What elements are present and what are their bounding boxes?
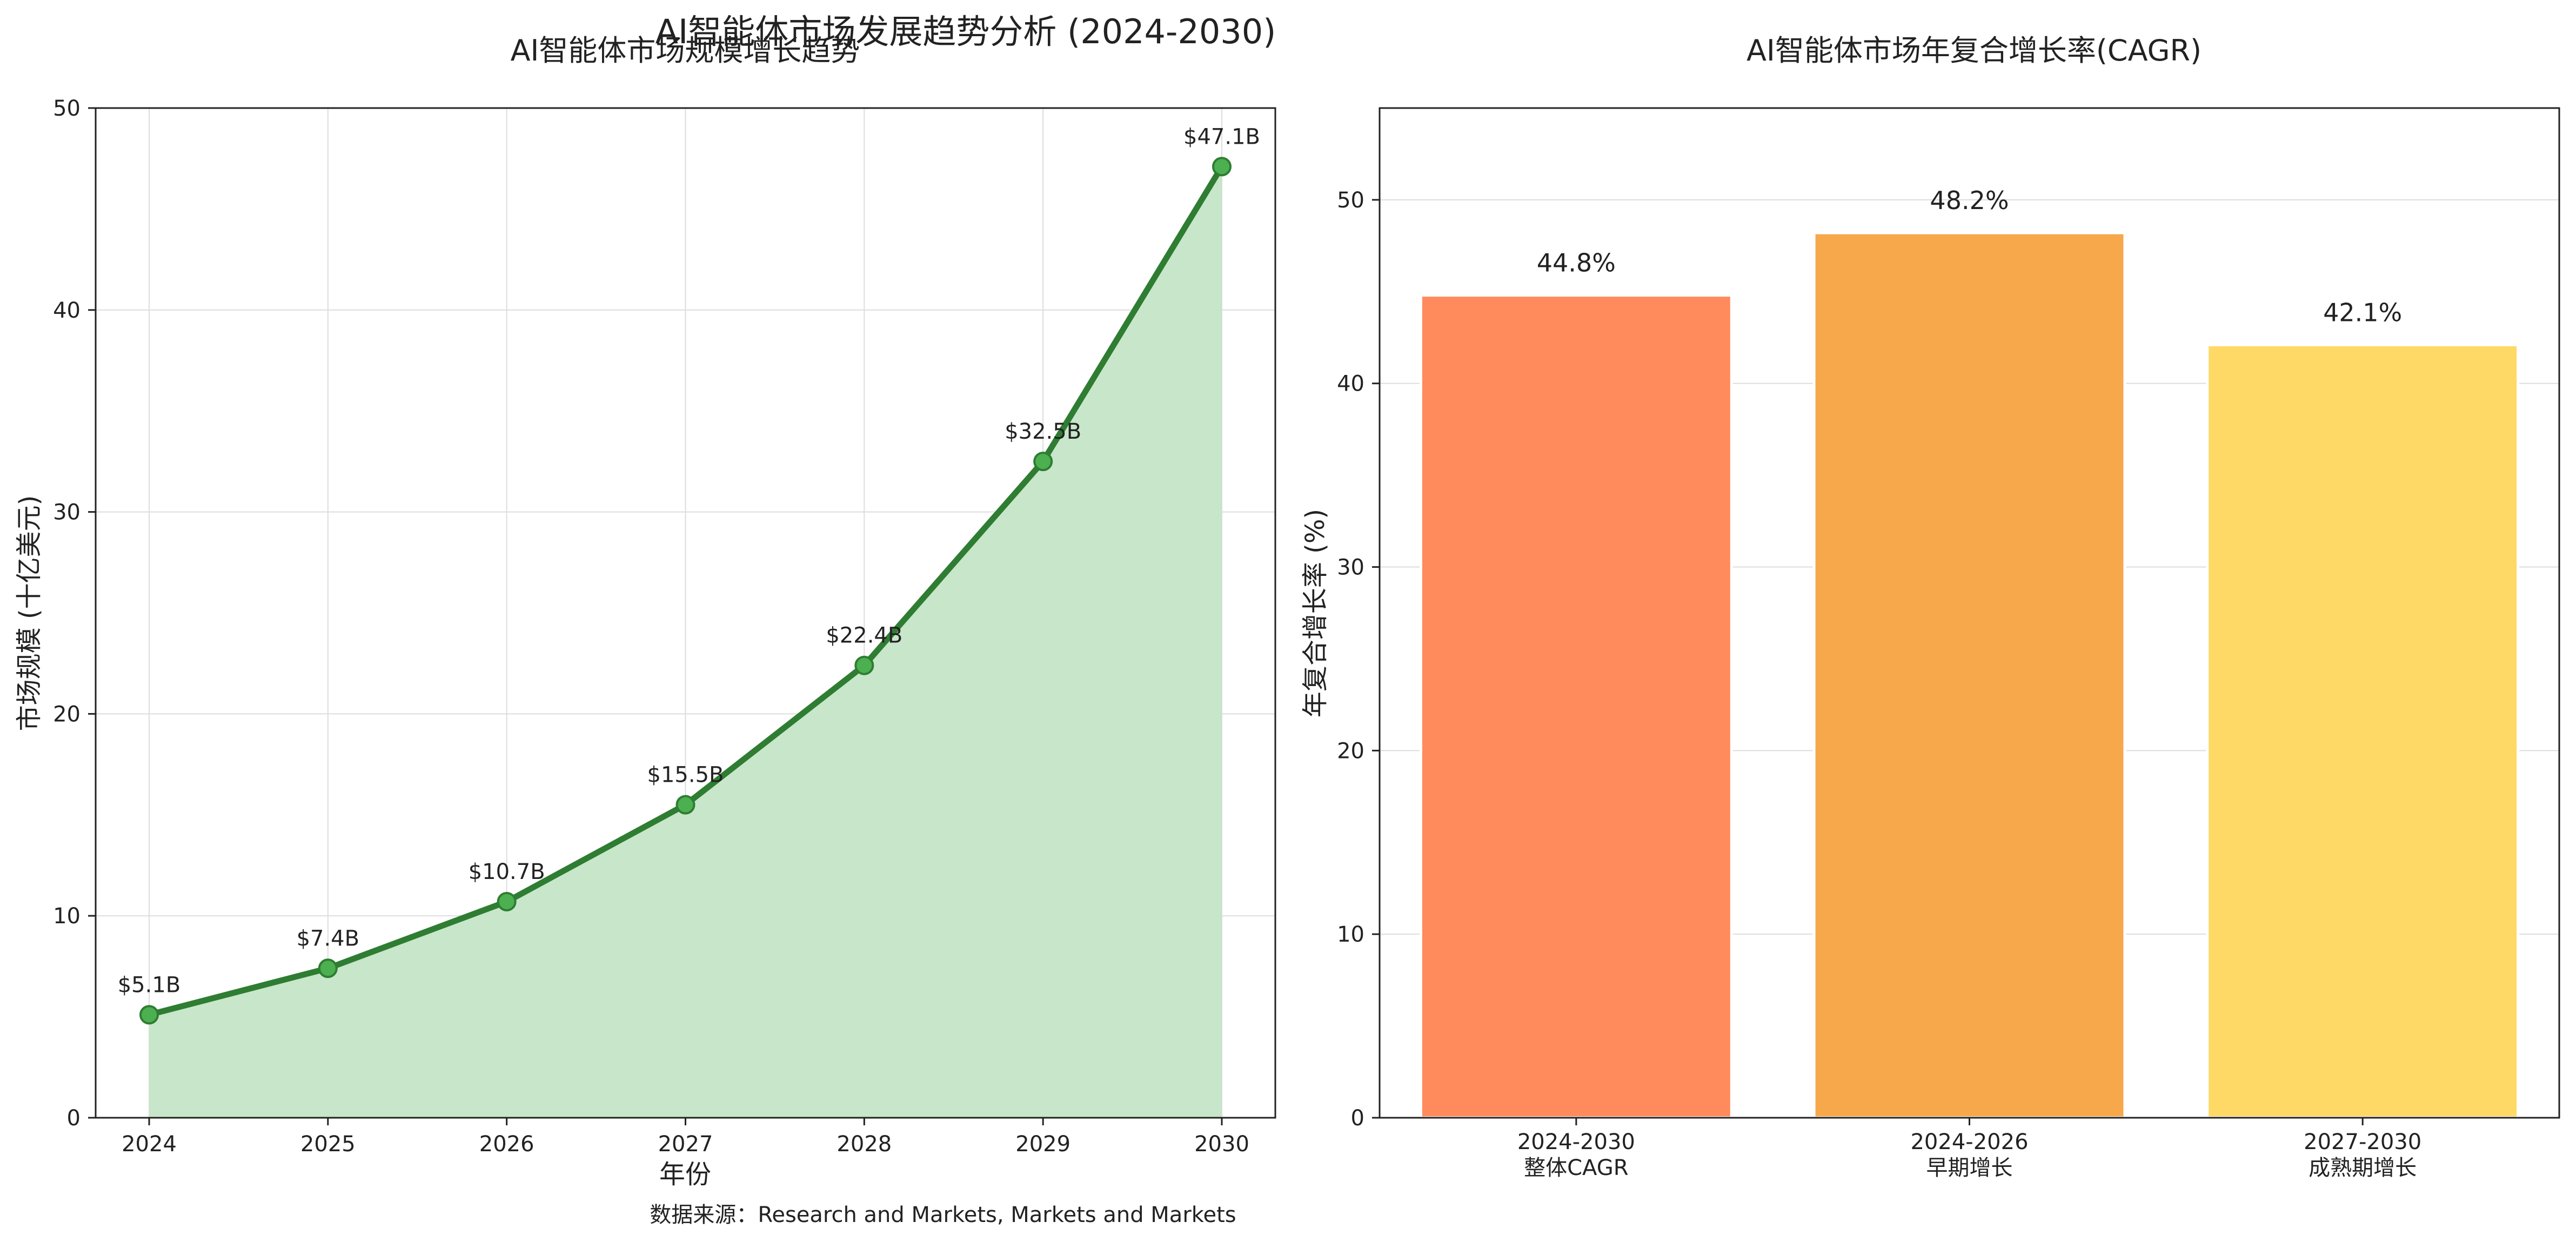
line-chart-title: AI智能体市场规模增长趋势 bbox=[511, 33, 860, 68]
bar-2027-2030 bbox=[2206, 343, 2520, 1119]
y-tick-label: 50 bbox=[53, 96, 81, 121]
x-tick-label: 2028 bbox=[837, 1132, 892, 1157]
bar-category-label: 2027-2030 bbox=[2304, 1130, 2421, 1154]
data-label-2029: $32.5B bbox=[1005, 419, 1081, 444]
y-tick-label: 40 bbox=[1337, 372, 1364, 397]
y-tick-label: 0 bbox=[67, 1106, 81, 1131]
data-point-2029 bbox=[1033, 452, 1053, 472]
source-note: 数据来源：Research and Markets, Markets and M… bbox=[650, 1203, 1236, 1227]
x-tick-label: 2026 bbox=[479, 1132, 534, 1157]
y-tick-label: 40 bbox=[53, 298, 81, 323]
data-label-2027: $15.5B bbox=[647, 763, 724, 788]
line-chart-area-fill bbox=[149, 166, 1222, 1118]
line-chart-marks: $5.1B $7.4B $10.7B $15.5B $22.4B $32.5B $47.1B bbox=[118, 124, 1260, 1025]
y-tick-label: 50 bbox=[1337, 188, 1364, 213]
data-label-2026: $10.7B bbox=[469, 860, 545, 884]
y-tick-label: 10 bbox=[1337, 922, 1364, 947]
bar-value-label: 42.1% bbox=[2323, 298, 2402, 327]
data-label-2028: $22.4B bbox=[826, 623, 902, 648]
bar-chart-ylabel: 年复合增长率 (%) bbox=[1300, 509, 1330, 717]
y-tick-label: 20 bbox=[53, 702, 81, 727]
y-tick-label: 20 bbox=[1337, 739, 1364, 763]
y-tick-label: 30 bbox=[1337, 555, 1364, 580]
data-label-2024: $5.1B bbox=[118, 972, 181, 997]
bar-chart-panel: AI智能体市场年复合增长率(CAGR) 44.8% 48.2% 42.1% 2024… bbox=[1300, 33, 2560, 1180]
line-chart-xlabel: 年份 bbox=[659, 1159, 711, 1190]
x-tick-label: 2029 bbox=[1015, 1132, 1070, 1157]
bar-2024-2030 bbox=[1419, 294, 1733, 1119]
bar-category-label: 2024-2026 bbox=[1910, 1130, 2028, 1154]
x-tick-label: 2025 bbox=[300, 1132, 356, 1157]
bar-chart-title: AI智能体市场年复合增长率(CAGR) bbox=[1747, 33, 2202, 68]
figure-title: AI智能体市场发展趋势分析 (2024-2030) bbox=[655, 12, 1276, 51]
y-tick-label: 10 bbox=[53, 904, 81, 929]
bar-category-sublabel: 成熟期增长 bbox=[2309, 1156, 2417, 1180]
bar-value-label: 44.8% bbox=[1537, 249, 1616, 278]
x-tick-label: 2030 bbox=[1194, 1132, 1249, 1157]
line-chart-panel: AI智能体市场规模增长趋势 $5.1B $7.4B $10.7B $15.5B $22.… bbox=[14, 33, 1276, 1190]
bar-2024-2026 bbox=[1812, 231, 2126, 1119]
data-point-2026 bbox=[497, 892, 517, 912]
x-tick-label: 2024 bbox=[122, 1132, 177, 1157]
line-chart-ylabel: 市场规模 (十亿美元) bbox=[14, 495, 44, 731]
y-tick-label: 0 bbox=[1351, 1106, 1364, 1131]
data-point-2025 bbox=[318, 958, 338, 978]
bar-category-sublabel: 整体CAGR bbox=[1524, 1156, 1628, 1180]
bar-category-sublabel: 早期增长 bbox=[1926, 1156, 2013, 1180]
data-point-2027 bbox=[675, 795, 695, 815]
bar-value-label: 48.2% bbox=[1930, 186, 2009, 215]
y-tick-label: 30 bbox=[53, 500, 81, 525]
data-point-2028 bbox=[854, 655, 874, 675]
data-label-2025: $7.4B bbox=[297, 926, 360, 951]
bar-category-label: 2024-2030 bbox=[1517, 1130, 1635, 1154]
bar-chart-marks: 44.8% 48.2% 42.1% bbox=[1419, 186, 2520, 1119]
data-point-2024 bbox=[139, 1005, 159, 1025]
data-label-2030: $47.1B bbox=[1183, 124, 1260, 149]
x-tick-label: 2027 bbox=[658, 1132, 713, 1157]
data-point-2030 bbox=[1212, 157, 1232, 177]
